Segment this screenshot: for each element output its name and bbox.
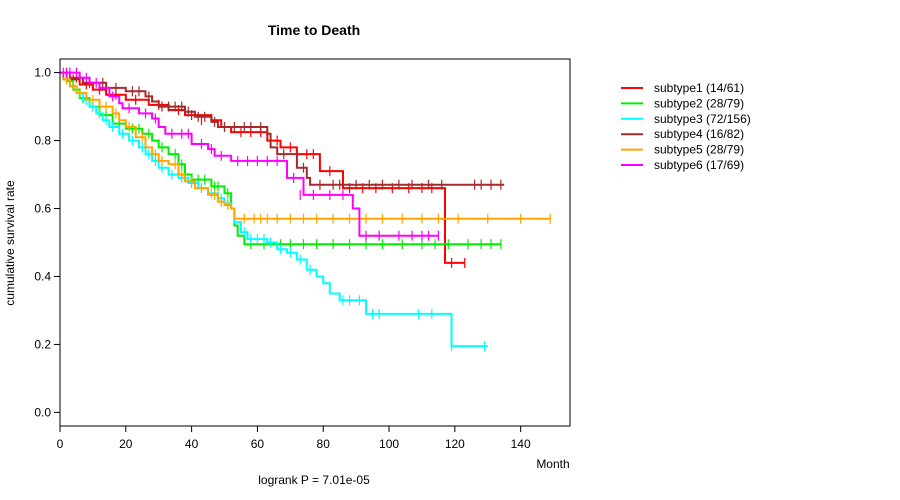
y-tick-label: 0.0 (34, 405, 51, 419)
x-tick-label: 120 (445, 437, 465, 451)
series-6 (60, 67, 439, 241)
x-tick-label: 20 (119, 437, 133, 451)
plot-frame (59, 58, 571, 427)
y-tick-label: 0.6 (34, 202, 51, 216)
legend-label: subtype1 (14/61) (654, 81, 744, 95)
legend-label: subtype5 (28/79) (654, 143, 744, 157)
legend-item: subtype2 (28/79) (621, 96, 744, 110)
x-tick-label: 140 (511, 437, 531, 451)
legend-item: subtype3 (72/156) (621, 112, 751, 126)
survival-line (60, 71, 551, 220)
series-4 (60, 71, 505, 190)
logrank-annotation: logrank P = 7.01e-05 (258, 473, 370, 487)
legend-label: subtype4 (16/82) (654, 127, 744, 141)
x-tick-label: 100 (379, 437, 399, 451)
x-tick-label: 40 (185, 437, 199, 451)
y-tick-label: 0.4 (34, 269, 51, 283)
survival-line (60, 71, 465, 264)
x-axis-label: Month (536, 457, 569, 471)
legend-item: subtype6 (17/69) (621, 158, 744, 172)
axes: 0 20 40 60 80 100 120 140 0.0 0.2 0.4 0.6 0.8 1.0 (34, 66, 531, 451)
y-axis-label: cumulative survival rate (3, 180, 17, 306)
chart-title: Time to Death (268, 22, 360, 38)
legend-item: subtype1 (14/61) (621, 81, 744, 95)
x-tick-label: 80 (317, 437, 331, 451)
series-3 (60, 71, 488, 352)
legend-label: subtype6 (17/69) (654, 158, 744, 172)
legend: subtype1 (14/61)subtype2 (28/79) subtype3… (621, 81, 751, 172)
legend-item: subtype4 (16/82) (621, 127, 744, 141)
y-tick-label: 0.8 (34, 134, 51, 148)
survival-line (60, 71, 488, 348)
y-tick-label: 1.0 (34, 66, 51, 80)
legend-label: subtype3 (72/156) (654, 112, 751, 126)
series-5 (60, 71, 551, 224)
x-tick-label: 0 (57, 437, 64, 451)
y-tick-label: 0.2 (34, 337, 51, 351)
legend-label: subtype2 (28/79) (654, 96, 744, 110)
survival-curves (60, 67, 551, 352)
x-tick-label: 60 (251, 437, 265, 451)
legend-item: subtype5 (28/79) (621, 143, 744, 157)
survival-line (60, 71, 439, 237)
